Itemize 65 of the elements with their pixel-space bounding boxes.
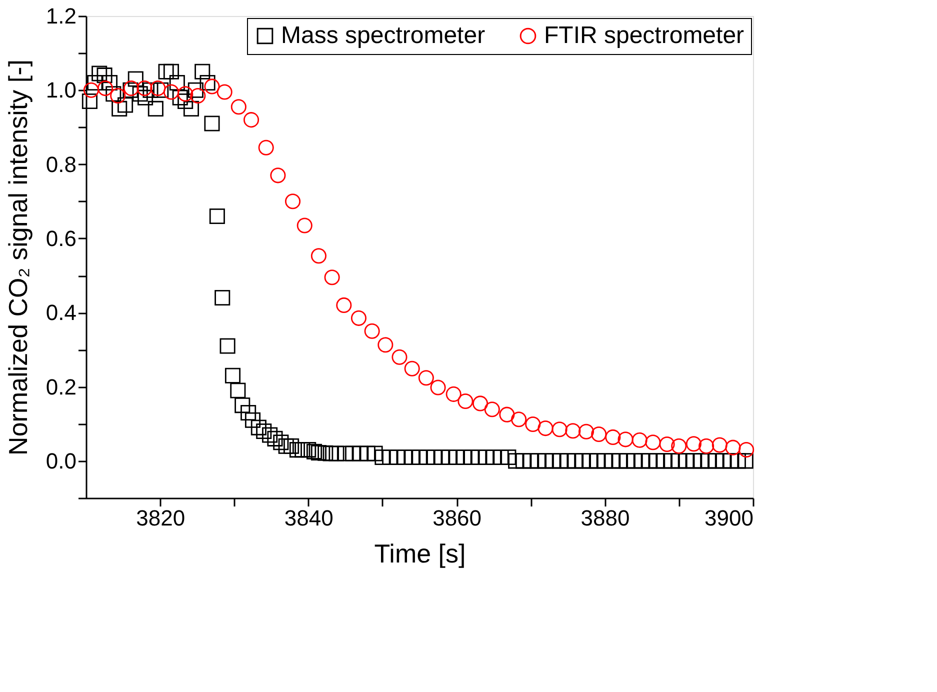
point [364,323,380,339]
point [565,423,581,439]
y-axis-title: Normalized CO₂ signal intensity [-] [2,60,33,456]
point [190,88,206,104]
point [484,402,500,418]
x-tick-label: 3840 [284,506,334,530]
y-tick-label: 1.2 [46,4,76,28]
point [270,168,286,184]
point [296,218,312,234]
point [163,84,179,100]
y-tick-label: 0.6 [46,226,76,251]
legend-label: Mass spectrometer [281,22,486,49]
y-tick-label: 0.0 [46,448,76,474]
point [230,99,246,115]
x-tick-label: 3900 [704,506,754,530]
point [458,393,474,409]
point [686,436,702,452]
x-tick-label: 3880 [580,506,630,530]
point [350,310,366,326]
point [110,88,126,104]
point [472,396,488,412]
point [499,406,515,422]
point [336,297,352,313]
point [698,438,714,454]
point [150,80,166,96]
point [511,412,527,428]
point [591,426,607,442]
point [243,112,260,128]
point [605,429,621,445]
point [725,440,741,456]
legend-label: FTIR spectrometer [544,22,744,49]
y-tick-label: 0.8 [46,152,76,177]
point [632,432,648,448]
point [430,380,446,396]
point [392,349,408,365]
x-axis-title: Time [s] [374,538,466,568]
y-tick-label: 0.4 [46,300,76,326]
point [178,86,194,102]
point [404,360,420,376]
y-tick-label: 0.2 [46,374,76,400]
x-tick-label: 3820 [136,506,186,530]
point [324,270,340,286]
point [98,80,114,96]
point [378,337,394,353]
point [216,84,232,100]
point [258,140,274,156]
y-tick-label: 1.0 [46,78,76,103]
point [538,420,554,436]
point [525,416,541,432]
point [418,370,434,386]
point [578,424,594,440]
point [659,436,675,452]
point [552,422,568,438]
point [83,82,99,98]
point [136,80,152,96]
point [671,438,687,454]
point [446,386,462,402]
point [738,442,754,458]
point [618,432,634,448]
x-tick-label: 3860 [432,506,482,530]
point [310,248,326,264]
point [204,78,220,94]
point [712,437,728,453]
point [645,434,661,450]
point [285,194,301,210]
